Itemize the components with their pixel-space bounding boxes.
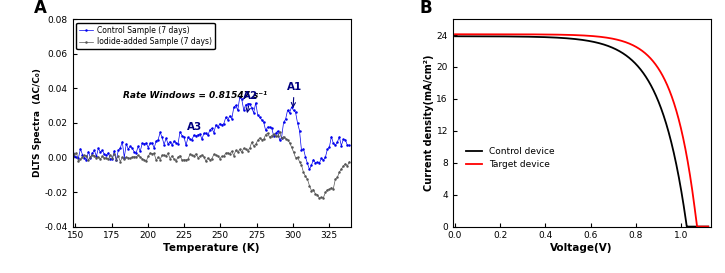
Control device [704, 225, 713, 228]
Text: A3: A3 [186, 122, 202, 132]
Control Sample (7 days) [206, 128, 215, 131]
X-axis label: Temperature (K): Temperature (K) [163, 243, 260, 253]
Control device [476, 35, 485, 38]
Iodide-added Sample (7 days) [78, 156, 87, 159]
Target device [624, 42, 633, 45]
Target device [652, 65, 661, 68]
Line: Iodide-added Sample (7 days): Iodide-added Sample (7 days) [71, 131, 350, 200]
Control Sample (7 days) [96, 151, 104, 154]
Target device [704, 225, 713, 228]
Iodide-added Sample (7 days) [183, 158, 192, 161]
Iodide-added Sample (7 days) [84, 158, 93, 161]
Control Sample (7 days) [68, 152, 77, 155]
Legend: Control device, Target device: Control device, Target device [463, 143, 559, 173]
Iodide-added Sample (7 days) [206, 158, 215, 162]
Text: A2: A2 [243, 91, 258, 112]
Control Sample (7 days) [183, 136, 192, 139]
Control Sample (7 days) [345, 144, 354, 147]
Target device [562, 33, 571, 37]
Control Sample (7 days) [305, 168, 314, 171]
Iodide-added Sample (7 days) [68, 155, 77, 159]
Target device [451, 33, 460, 36]
Y-axis label: DLTS Spectra  (ΔC/C₀): DLTS Spectra (ΔC/C₀) [33, 69, 41, 177]
Text: A: A [33, 0, 46, 17]
Control device [648, 87, 657, 90]
Control device [553, 36, 562, 39]
Control Sample (7 days) [236, 96, 244, 99]
Text: A1: A1 [286, 82, 302, 107]
Control device [652, 96, 661, 100]
Control Sample (7 days) [118, 140, 127, 143]
Control device [624, 56, 633, 59]
Control Sample (7 days) [84, 150, 93, 153]
Iodide-added Sample (7 days) [96, 158, 104, 161]
Target device [553, 33, 562, 36]
Iodide-added Sample (7 days) [118, 156, 127, 159]
Control device [451, 35, 460, 38]
Text: B: B [419, 0, 432, 17]
Legend: Control Sample (7 days), Iodide-added Sample (7 days): Control Sample (7 days), Iodide-added Sa… [76, 23, 215, 49]
Control device [562, 37, 571, 40]
Line: Control Sample (7 days): Control Sample (7 days) [71, 96, 350, 171]
Text: Rate Windows = 0.81547 s⁻¹: Rate Windows = 0.81547 s⁻¹ [123, 91, 267, 100]
Control Sample (7 days) [78, 153, 87, 156]
Iodide-added Sample (7 days) [315, 197, 324, 200]
Target device [648, 59, 657, 62]
Line: Control device: Control device [455, 36, 708, 227]
X-axis label: Voltage(V): Voltage(V) [550, 243, 613, 253]
Iodide-added Sample (7 days) [276, 130, 284, 134]
Y-axis label: Current density(mA/cm²): Current density(mA/cm²) [423, 55, 434, 191]
Target device [476, 33, 485, 36]
Iodide-added Sample (7 days) [345, 160, 354, 163]
Line: Target device: Target device [455, 34, 708, 227]
Target device [692, 225, 701, 228]
Control device [683, 225, 692, 228]
